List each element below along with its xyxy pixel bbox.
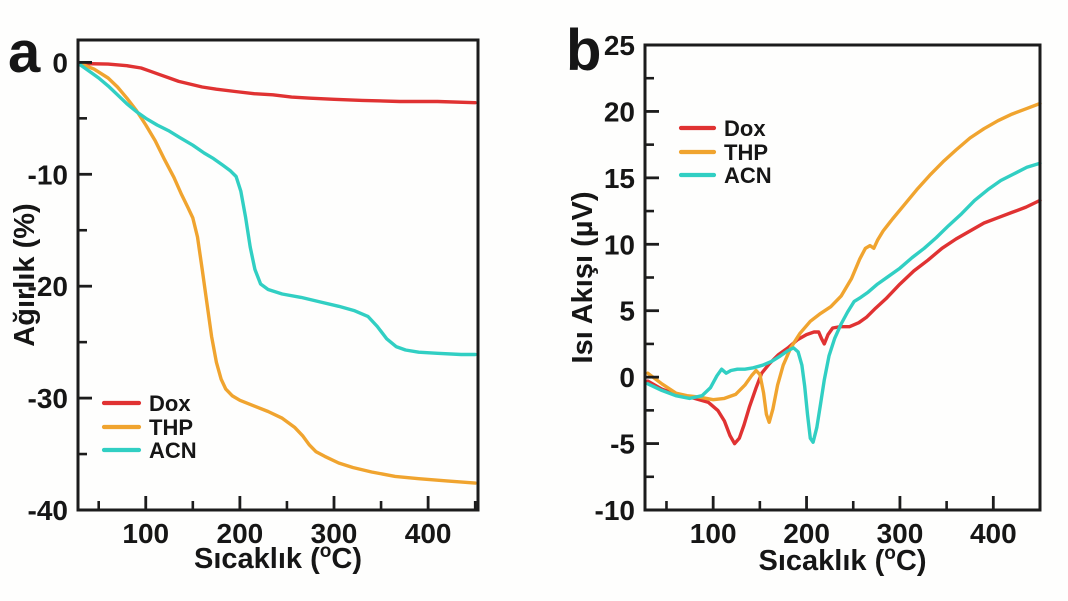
y-axis-title: Isı Akışı (µV) [567,192,599,364]
axis-box [76,38,480,512]
series-curve-dox [646,198,1042,446]
legend-label-acn: ACN [724,163,772,188]
legend-label-thp: THP [149,415,193,440]
panel-a-label: a [8,20,41,85]
series-curve-thp [78,61,477,485]
y-tick-label: -40 [28,495,68,526]
series-curve-dox [78,61,477,105]
x-tick-label: 200 [783,518,830,549]
series-curve-acn [78,62,477,357]
x-axis-title: Sıcaklık (oC) [194,541,362,575]
y-axis-title: Ağırlık (%) [9,203,41,346]
legend-label-dox: Dox [149,391,191,416]
y-tick-label: -20 [28,271,68,302]
series-curve-acn [646,161,1042,444]
y-tick-label: -10 [28,159,68,190]
axis-box [643,43,1042,512]
legend-label-dox: Dox [724,116,766,141]
chart-b: 100 200 300 400 25 20 15 10 5 0 -5 -10 Sıcaklık (oC)… [567,30,1042,577]
y-tick-label: -5 [610,429,635,460]
y-tick-label: 10 [604,229,635,260]
x-tick-label: 400 [970,518,1017,549]
x-tick-label: 300 [877,518,924,549]
x-tick-label: 400 [405,518,452,549]
legend-label-thp: THP [724,140,768,165]
y-tick-label: 0 [619,362,635,393]
legend-label-acn: ACN [149,438,197,463]
x-tick-label: 100 [690,518,737,549]
series-curve-thp [646,101,1042,424]
x-tick-label: 300 [311,518,358,549]
y-tick-label: 25 [604,30,635,61]
y-tick-label: 20 [604,96,635,127]
y-tick-label: 0 [52,47,68,78]
x-axis-title: Sıcaklık (oC) [759,543,927,577]
panel-b-label: b [566,18,601,83]
y-tick-label: 15 [604,163,635,194]
y-tick-label: 5 [619,296,635,327]
y-tick-label: -10 [595,495,635,526]
chart-a: 100 200 300 400 0 -10 -20 -30 -40 Sıcaklık (oC) Ağ… [9,38,480,575]
x-tick-label: 100 [122,518,169,549]
y-tick-label: -30 [28,383,68,414]
x-tick-label: 200 [217,518,264,549]
